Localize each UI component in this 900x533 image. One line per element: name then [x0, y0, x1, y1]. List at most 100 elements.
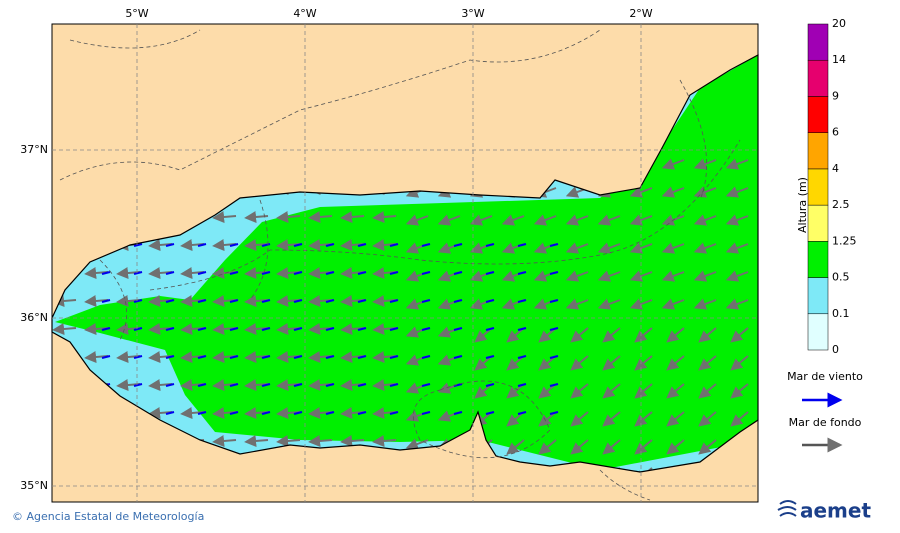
swell-arrow [340, 211, 365, 223]
swell-arrow [308, 407, 333, 419]
swell-arrow [634, 411, 653, 427]
swell-arrow [661, 270, 685, 282]
swell-arrow [666, 439, 685, 455]
wind-arrow [197, 271, 207, 275]
swell-arrow [276, 211, 301, 223]
swell-arrow [565, 214, 589, 226]
wind-arrow [549, 327, 559, 331]
swell-arrow [698, 327, 717, 343]
swell-arrow [538, 383, 557, 399]
swell-arrow [180, 323, 205, 335]
swell-arrow [698, 439, 717, 455]
wind-arrow [261, 271, 271, 275]
wind-arrow [517, 243, 527, 247]
swell-arrow [180, 379, 205, 391]
swell-arrow [565, 242, 589, 254]
wind-arrow [389, 383, 399, 387]
swell-arrow [372, 211, 397, 223]
wind-arrow [453, 383, 463, 387]
wind-arrow [389, 411, 399, 415]
swell-arrow [469, 214, 493, 226]
swell-arrow [405, 438, 429, 450]
swell-arrow [244, 351, 269, 363]
wind-arrow [517, 355, 527, 359]
swell-arrow [148, 239, 173, 251]
wind-arrow [133, 327, 143, 331]
swell-arrow [661, 158, 685, 170]
swell-arrow [597, 270, 621, 282]
swell-arrow [244, 239, 269, 251]
wind-arrow [165, 243, 175, 247]
swell-arrow [506, 411, 525, 427]
wind-arrow [453, 271, 463, 275]
swell-arrow [602, 355, 621, 371]
wind-arrow [421, 383, 431, 387]
lon-label: 5°W [125, 7, 148, 20]
swell-arrow [244, 379, 269, 391]
swell-arrow [634, 383, 653, 399]
swell-arrow [437, 214, 461, 226]
wind-arrow [389, 243, 399, 247]
swell-arrow [602, 439, 621, 455]
swell-arrow [180, 295, 205, 307]
swell-arrow [693, 214, 717, 226]
wind-arrow [293, 243, 303, 247]
swell-arrow [693, 186, 717, 198]
swell-arrow [661, 298, 685, 310]
wind-arrow [197, 327, 207, 331]
swell-arrow [698, 383, 717, 399]
swell-arrow [244, 407, 269, 419]
swell-arrow [725, 270, 749, 282]
swell-arrow [308, 435, 333, 447]
colorbar-label: 0.1 [832, 307, 850, 320]
wind-arrow [549, 411, 559, 415]
wind-arrow [133, 243, 143, 247]
swell-arrow [602, 383, 621, 399]
wind-arrow [485, 271, 495, 275]
swell-arrow [506, 355, 525, 371]
wind-arrow [293, 327, 303, 331]
swell-arrow [116, 351, 141, 363]
wind-arrow [549, 271, 559, 275]
wind-arrow [357, 383, 367, 387]
swell-arrow [372, 407, 397, 419]
wind-arrow [389, 355, 399, 359]
swell-arrow [84, 295, 109, 307]
swell-arrow [661, 242, 685, 254]
swell-arrow [634, 327, 653, 343]
wind-arrow [197, 355, 207, 359]
wind-arrow [133, 271, 143, 275]
wind-arrow [261, 355, 271, 359]
swell-arrow [698, 355, 717, 371]
wind-arrow [229, 411, 239, 415]
colorbar-label: 14 [832, 53, 846, 66]
wind-arrow [357, 243, 367, 247]
wind-arrow [549, 383, 559, 387]
swell-arrow [212, 323, 237, 335]
wind-arrow [261, 327, 271, 331]
swell-arrow [148, 407, 173, 419]
colorbar-segment [807, 241, 829, 278]
swell-arrow [116, 323, 141, 335]
legend-label: Mar de fondo [789, 416, 862, 429]
swell-arrow [474, 355, 493, 371]
wind-arrow [517, 411, 527, 415]
swell-arrow [372, 379, 397, 391]
wind-arrow [549, 355, 559, 359]
swell-arrow [84, 267, 109, 279]
wind-arrow [197, 411, 207, 415]
swell-arrow [308, 239, 333, 251]
wind-arrow [485, 355, 495, 359]
swell-arrow [276, 435, 301, 447]
wind-arrow [357, 327, 367, 331]
swell-arrow [116, 295, 141, 307]
swell-arrow [276, 323, 301, 335]
wind-arrow [389, 327, 399, 331]
wind-arrow [325, 299, 335, 303]
swell-arrow [180, 267, 205, 279]
swell-arrow [538, 439, 557, 455]
swell-arrow [276, 407, 301, 419]
wind-arrow [325, 327, 335, 331]
swell-arrow [84, 323, 109, 335]
